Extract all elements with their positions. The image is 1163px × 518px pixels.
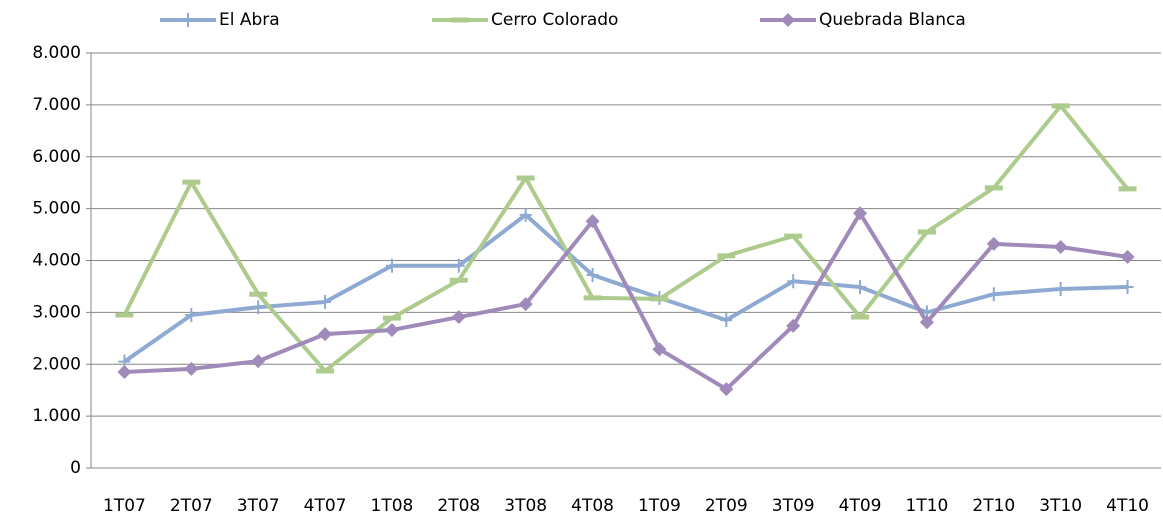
- marker: [652, 342, 667, 357]
- legend-label: Cerro Colorado: [491, 10, 618, 30]
- x-tick-label: 4T08: [571, 496, 614, 516]
- marker: [986, 236, 1001, 251]
- marker: [117, 365, 132, 380]
- x-tick-label: 4T10: [1106, 496, 1149, 516]
- x-tick-label: 3T07: [237, 496, 280, 516]
- marker: [451, 310, 466, 325]
- x-tick-label: 3T09: [772, 496, 815, 516]
- marker: [853, 206, 868, 221]
- marker: [586, 268, 599, 283]
- x-tick-label: 3T10: [1039, 496, 1082, 516]
- y-tick-label: 3.000: [32, 302, 81, 322]
- marker: [786, 318, 801, 333]
- x-tick-label: 2T10: [972, 496, 1015, 516]
- marker: [987, 287, 1000, 302]
- y-tick-label: 6.000: [32, 147, 81, 167]
- marker: [252, 300, 265, 315]
- legend-label: Quebrada Blanca: [819, 10, 966, 30]
- x-tick-label: 2T07: [170, 496, 213, 516]
- x-tick-label: 1T07: [103, 496, 146, 516]
- y-tick-label: 7.000: [32, 95, 81, 115]
- marker: [184, 361, 199, 376]
- y-tick-label: 5.000: [32, 199, 81, 219]
- marker: [185, 307, 198, 322]
- marker: [452, 258, 465, 273]
- y-tick-label: 4.000: [32, 251, 81, 271]
- marker: [518, 297, 533, 312]
- x-tick-label: 1T08: [371, 496, 414, 516]
- series: [117, 206, 1135, 397]
- marker: [385, 258, 398, 273]
- x-tick-label: 1T10: [906, 496, 949, 516]
- marker: [854, 279, 867, 294]
- marker: [182, 13, 194, 27]
- x-tick-label: 3T08: [504, 496, 547, 516]
- x-tick-label: 1T09: [638, 496, 681, 516]
- marker: [720, 313, 733, 328]
- marker: [1120, 249, 1135, 264]
- x-tick-label: 2T08: [437, 496, 480, 516]
- marker: [781, 13, 795, 27]
- marker: [585, 214, 600, 229]
- marker: [251, 354, 266, 369]
- y-tick-label: 1.000: [32, 406, 81, 426]
- marker: [384, 323, 399, 338]
- marker: [787, 274, 800, 289]
- y-tick-label: 2.000: [32, 354, 81, 374]
- marker: [318, 327, 333, 342]
- marker: [1121, 279, 1134, 294]
- marker: [1053, 240, 1068, 255]
- marker: [919, 315, 934, 330]
- marker: [719, 382, 734, 397]
- y-tick-label: 8.000: [32, 43, 81, 63]
- series: [115, 103, 1137, 374]
- legend-label: El Abra: [219, 10, 280, 30]
- series-line: [122, 103, 1130, 373]
- x-tick-label: 4T09: [839, 496, 882, 516]
- y-tick-label: 0: [70, 458, 81, 478]
- marker: [1054, 282, 1067, 297]
- x-tick-label: 2T09: [705, 496, 748, 516]
- marker: [519, 207, 532, 222]
- series-line: [124, 211, 1128, 392]
- marker: [319, 295, 332, 309]
- x-tick-label: 4T07: [304, 496, 347, 516]
